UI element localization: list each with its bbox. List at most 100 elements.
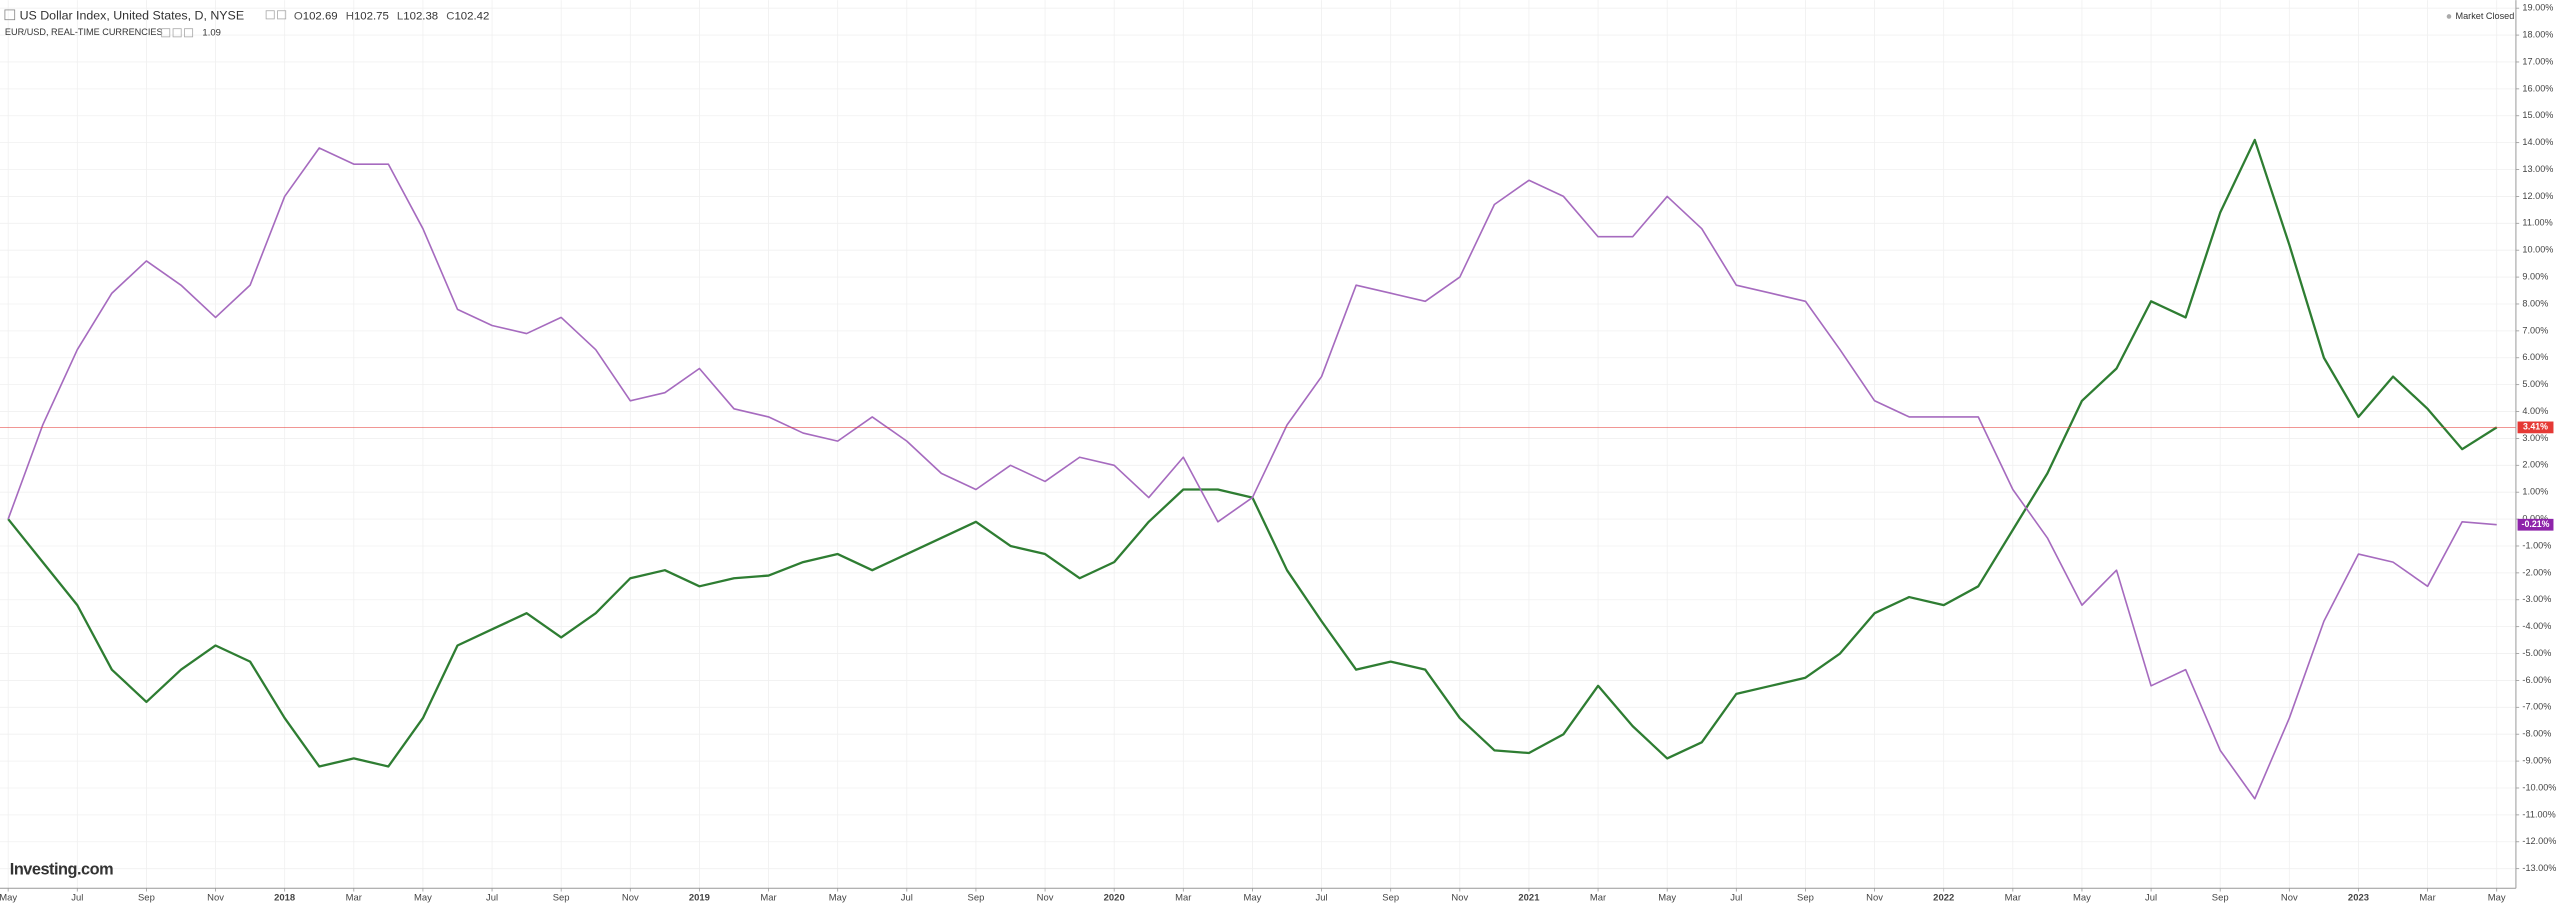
status-dot [2446,14,2452,19]
x-tick-label: May [2488,893,2506,904]
settings-icon[interactable] [265,10,275,20]
settings-icon[interactable] [184,28,194,38]
x-tick-label: May [2073,893,2091,904]
series-title: US Dollar Index, United States, D, NYSE [20,9,245,23]
x-tick-label: Nov [1866,893,1883,904]
x-tick-label: Nov [622,893,639,904]
y-tick-label: 14.00% [2522,137,2553,147]
last-value-label: 3.41% [2523,422,2548,432]
y-tick-label: 4.00% [2522,406,2548,416]
x-tick-label: 2020 [1104,893,1125,904]
x-tick-label: Mar [760,893,776,904]
x-tick-label: Mar [346,893,362,904]
x-tick-label: Nov [2281,893,2298,904]
y-tick-label: 16.00% [2522,83,2553,93]
market-status: Market Closed [2456,11,2515,21]
y-tick-label: -6.00% [2522,675,2551,685]
y-tick-label: -5.00% [2522,648,2551,658]
settings-icon[interactable] [277,10,287,20]
x-tick-label: May [0,893,17,904]
x-tick-label: Nov [1451,893,1468,904]
x-tick-label: May [829,893,847,904]
x-tick-label: Jul [901,893,913,904]
series-line [7,147,2497,800]
ohlc-value: 102.42 [454,10,489,22]
ohlc-label: C [446,10,454,22]
last-value-badge [2517,518,2554,531]
x-tick-label: Sep [1797,893,1814,904]
plot [0,138,2516,800]
ohlc-label: O [294,10,303,22]
ohlc-label: H [346,10,354,22]
y-tick-label: 9.00% [2522,272,2548,282]
grid [0,0,2516,889]
x-tick-label: 2019 [689,893,710,904]
last-value-label: -0.21% [2522,519,2550,529]
x-tick-label: Jul [486,893,498,904]
ohlc-value: 102.38 [403,10,438,22]
y-tick-label: 15.00% [2522,110,2553,120]
y-tick-label: 11.00% [2522,218,2552,228]
x-tick-label: Jul [1316,893,1328,904]
x-tick-label: Jul [2145,893,2157,904]
settings-icon[interactable] [172,28,182,38]
ohlc-value: 102.69 [303,10,338,22]
y-tick-label: -11.00% [2522,809,2555,819]
compare-series-name: EUR/USD, REAL-TIME CURRENCIES [5,27,163,37]
y-tick-label: 13.00% [2522,164,2553,174]
x-tick-label: Mar [2005,893,2021,904]
ohlc: O102.69 H102.75 L102.38 C102.42 [294,10,489,22]
y-tick-label: 5.00% [2522,379,2548,389]
y-tick-label: 2.00% [2522,460,2548,470]
y-tick-label: -10.00% [2522,782,2556,792]
x-tick-label: Mar [2419,893,2435,904]
x-tick-label: May [414,893,432,904]
x-tick-label: Jul [71,893,83,904]
x-tick-label: Mar [1590,893,1606,904]
y-tick-label: -2.00% [2522,567,2551,577]
ohlc-label: L [397,10,403,22]
x-tick-label: 2022 [1933,893,1954,904]
last-value-badge [2517,421,2554,434]
brand-logo: Investing.com [10,861,113,879]
x-tick-label: 2023 [2348,893,2369,904]
compare-last-price: 1.09 [202,27,220,38]
x-tick-label: Sep [138,893,155,904]
y-tick-label: 1.00% [2522,487,2548,497]
y-tick-label: -3.00% [2522,594,2551,604]
y-tick-label: -13.00% [2522,863,2556,873]
y-tick-label: -7.00% [2522,702,2551,712]
y-tick-label: 8.00% [2522,298,2548,308]
x-tick-label: May [1244,893,1262,904]
y-tick-label: 17.00% [2522,56,2553,66]
y-tick-label: -12.00% [2522,836,2556,846]
x-tick-label: Sep [968,893,985,904]
y-tick-label: 0.00% [2522,514,2548,524]
x-tick-label: Mar [1175,893,1191,904]
x-tick-label: Jul [1730,893,1742,904]
y-tick-label: 10.00% [2522,245,2553,255]
y-tick-label: 19.00% [2522,3,2553,13]
x-tick-label: Nov [207,893,224,904]
x-tick-label: Sep [1382,893,1399,904]
x-tick-label: 2018 [274,893,295,904]
y-tick-label: 6.00% [2522,352,2548,362]
y-tick-label: -8.00% [2522,729,2551,739]
x-tick-label: Nov [1037,893,1054,904]
y-tick-label: 3.00% [2522,433,2548,443]
y-tick-label: -4.00% [2522,621,2551,631]
y-tick-label: -1.00% [2522,540,2551,550]
y-tick-label: -9.00% [2522,756,2551,766]
ohlc-value: 102.75 [354,10,389,22]
y-tick-label: 18.00% [2522,30,2553,40]
settings-icon[interactable] [161,28,171,38]
x-tick-label: 2021 [1518,893,1539,904]
y-tick-label: 7.00% [2522,325,2548,335]
x-tick-label: May [1658,893,1676,904]
x-tick-label: Sep [553,893,570,904]
y-tick-label: 12.00% [2522,191,2553,201]
collapse-icon[interactable] [4,9,16,21]
